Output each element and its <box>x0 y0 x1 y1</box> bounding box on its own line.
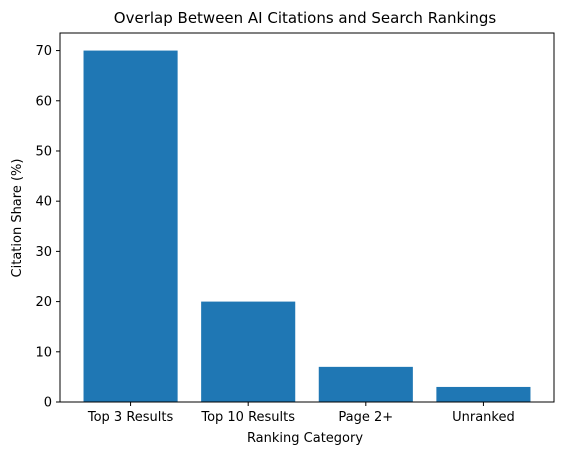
x-tick-label: Top 3 Results <box>87 410 174 425</box>
y-tick-label: 50 <box>35 144 52 159</box>
chart-title: Overlap Between AI Citations and Search … <box>114 9 497 27</box>
y-tick-label: 20 <box>35 295 52 310</box>
x-tick-label: Top 10 Results <box>200 410 295 425</box>
y-tick-label: 60 <box>35 94 52 109</box>
y-tick-label: 40 <box>35 195 52 210</box>
x-axis-label: Ranking Category <box>247 431 363 446</box>
x-tick-label: Unranked <box>452 410 515 425</box>
y-tick-label: 0 <box>44 396 52 411</box>
y-tick-label: 30 <box>35 245 52 260</box>
y-tick-label: 70 <box>35 44 52 59</box>
bar <box>318 366 413 402</box>
x-tick-label: Page 2+ <box>338 410 393 425</box>
x-axis-ticks: Top 3 Results Top 10 Results Page 2+ Unrank… <box>87 402 515 425</box>
y-tick-label: 10 <box>35 345 52 360</box>
bar <box>436 386 531 402</box>
y-axis-label: Citation Share (%) <box>10 159 25 278</box>
bars-layer <box>83 50 531 402</box>
plot-area-frame <box>59 32 555 403</box>
y-axis-ticks: 0 10 20 30 40 50 60 70 <box>35 44 60 411</box>
bar <box>83 50 178 402</box>
bar <box>201 301 296 402</box>
